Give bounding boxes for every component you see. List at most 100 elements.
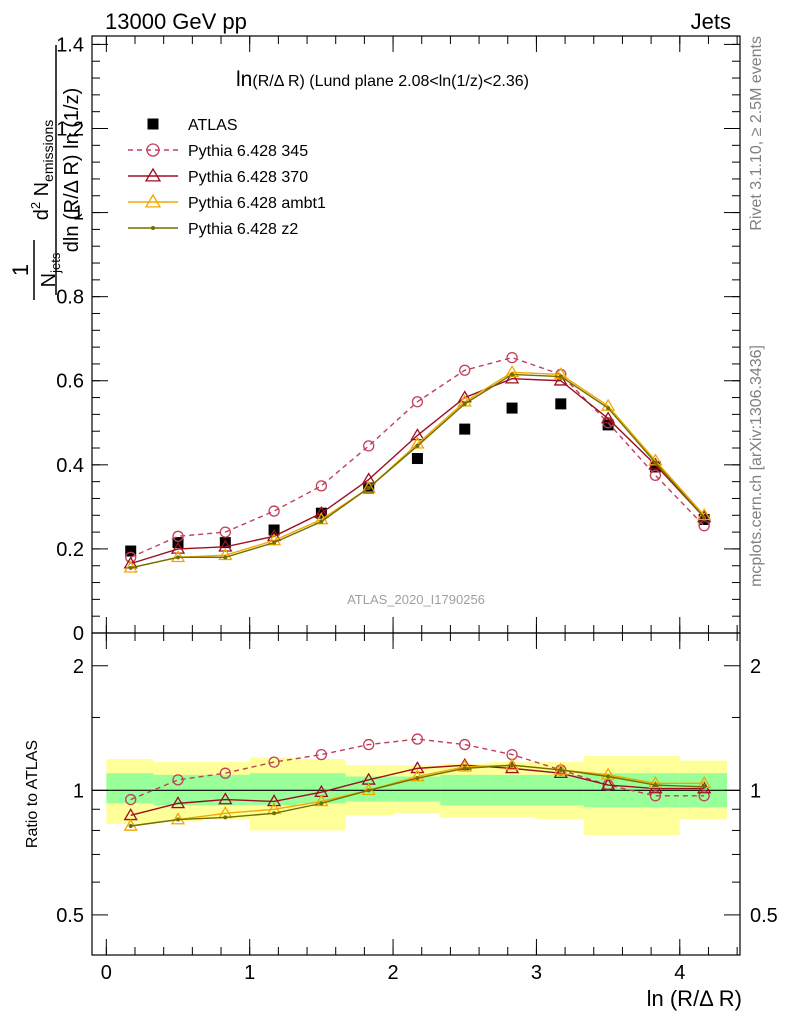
data-point-dot bbox=[272, 811, 277, 816]
legend-entry: Pythia 6.428 370 bbox=[128, 167, 308, 186]
ratio-ylabel: Ratio to ATLAS bbox=[24, 740, 41, 848]
data-point-triangle bbox=[600, 767, 616, 780]
data-point-circle bbox=[649, 790, 662, 802]
data-point-dot bbox=[223, 555, 228, 560]
series-line bbox=[130, 377, 705, 565]
data-point-triangle bbox=[144, 167, 162, 182]
y-tick-label: 1.4 bbox=[56, 34, 84, 56]
data-point-circle bbox=[172, 530, 184, 542]
data-point-circle bbox=[219, 767, 231, 779]
chart-title-ln: ln bbox=[236, 68, 252, 91]
legend-entry: Pythia 6.428 ambt1 bbox=[128, 193, 326, 212]
data-point-circle bbox=[146, 143, 160, 157]
x-tick-label: 0 bbox=[101, 962, 112, 984]
data-point-triangle bbox=[457, 394, 472, 407]
data-point-dot bbox=[462, 401, 467, 406]
legend: ATLAS Pythia 6.428 345 Pythia 6.428 370 Pyt… bbox=[128, 117, 326, 238]
data-point-circle bbox=[363, 738, 375, 751]
data-point-dot bbox=[653, 460, 658, 465]
y-label-num: d2 Nemissions bbox=[28, 120, 56, 221]
ratio-y-tick-label: 2 bbox=[73, 656, 84, 678]
data-point-triangle bbox=[144, 193, 162, 208]
data-point-circle bbox=[649, 469, 662, 481]
data-point-dot bbox=[128, 565, 133, 570]
ratio-y-tick-label: 0.5 bbox=[56, 905, 84, 927]
header-left: 13000 GeV pp bbox=[105, 9, 247, 34]
data-point-triangle bbox=[170, 812, 186, 825]
y-tick-label: 1 bbox=[73, 203, 84, 225]
data-point-square bbox=[459, 423, 471, 435]
data-point-square bbox=[555, 398, 567, 410]
y-tick-label: 1.2 bbox=[56, 118, 84, 140]
data-point-triangle bbox=[266, 794, 282, 807]
data-point-triangle bbox=[314, 505, 329, 519]
data-point-triangle bbox=[410, 761, 425, 774]
ratio-plot: 0 1 2 3 4 0.5 0.5 1 1 2 2 Ratio to ATLAS ln (R/Δ R… bbox=[24, 632, 778, 1011]
y-tick-label: 0.6 bbox=[56, 371, 84, 393]
data-point-square bbox=[125, 545, 137, 557]
main-plot: 0 0.2 0.4 0.6 0.8 1 1.2 1.4 ATLAS_2020_I1790256… bbox=[56, 34, 741, 645]
y-axis-label: 1 Njets d2 Nemissions dln (R/Δ R) ln (1/… bbox=[8, 45, 83, 300]
data-point-dot bbox=[366, 788, 371, 793]
x-tick-label: 2 bbox=[387, 962, 398, 984]
data-point-dot bbox=[606, 406, 611, 411]
series-line bbox=[130, 373, 705, 569]
ratio-y-tick-label-right: 0.5 bbox=[750, 905, 778, 927]
data-point-circle bbox=[411, 733, 424, 745]
y-tick-label: 0.4 bbox=[56, 455, 84, 477]
series-line bbox=[130, 764, 705, 817]
data-point-dot bbox=[272, 540, 277, 545]
data-point-circle bbox=[125, 793, 137, 806]
legend-label: ATLAS bbox=[188, 117, 238, 134]
ratio-y-tick-label-right: 1 bbox=[750, 780, 761, 802]
ratio-plot-frame bbox=[91, 632, 741, 956]
y-tick-label: 0 bbox=[73, 623, 84, 645]
data-point-triangle bbox=[504, 761, 520, 774]
data-point-dot bbox=[176, 555, 181, 560]
data-point-square bbox=[506, 402, 518, 414]
data-point-triangle bbox=[218, 539, 233, 552]
data-point-circle bbox=[219, 526, 231, 538]
data-point-dot bbox=[319, 801, 324, 806]
main-plot-ticks: 0 0.2 0.4 0.6 0.8 1 1.2 1.4 bbox=[56, 34, 740, 645]
chart-title-rest: (R/Δ R) (Lund plane 2.08<ln(1/z)<2.36) bbox=[252, 73, 529, 90]
data-point-triangle bbox=[600, 411, 616, 424]
y-label-den: dln (R/Δ R) ln (1/z) bbox=[61, 88, 83, 253]
y-axis-label-rotated: 1 Njets bbox=[8, 240, 63, 300]
data-point-circle bbox=[698, 790, 710, 802]
legend-label: Pythia 6.428 370 bbox=[188, 169, 308, 186]
data-point-dot bbox=[702, 784, 707, 789]
data-point-triangle bbox=[410, 769, 425, 782]
data-point-dot bbox=[223, 815, 228, 820]
data-point-circle bbox=[411, 396, 424, 408]
data-point-circle bbox=[506, 351, 518, 364]
header-right: Jets bbox=[691, 9, 731, 34]
inner-band bbox=[249, 773, 298, 806]
inner-band bbox=[106, 773, 154, 804]
ratio-y-tick-label-right: 2 bbox=[750, 656, 761, 678]
data-point-triangle bbox=[553, 373, 568, 386]
legend-entry: Pythia 6.428 z2 bbox=[128, 221, 298, 238]
series-line bbox=[130, 371, 705, 569]
data-point-triangle bbox=[266, 533, 282, 546]
data-point-triangle bbox=[553, 765, 568, 779]
data-point-triangle bbox=[410, 428, 425, 441]
legend-label: Pythia 6.428 z2 bbox=[188, 221, 298, 238]
data-point-circle bbox=[315, 480, 328, 492]
data-point-triangle bbox=[218, 792, 233, 805]
mcplots-label: mcplots.cern.ch [arXiv:1306.3436] bbox=[748, 345, 765, 587]
y-tick-label: 0.2 bbox=[56, 539, 84, 561]
data-point-dot bbox=[510, 763, 515, 768]
data-point-dot bbox=[558, 767, 563, 772]
data-point-dot bbox=[151, 226, 155, 230]
main-plot-series bbox=[123, 351, 712, 573]
series-pythia-6-428-z2 bbox=[128, 763, 707, 828]
data-point-square bbox=[219, 537, 231, 549]
data-point-triangle bbox=[361, 480, 376, 493]
data-point-square bbox=[411, 453, 423, 465]
data-point-dot bbox=[606, 774, 611, 779]
series-line bbox=[130, 738, 705, 801]
x-axis-label: ln (R/Δ R) bbox=[647, 986, 742, 1011]
x-tick-label: 1 bbox=[244, 962, 255, 984]
data-point-circle bbox=[459, 738, 471, 751]
